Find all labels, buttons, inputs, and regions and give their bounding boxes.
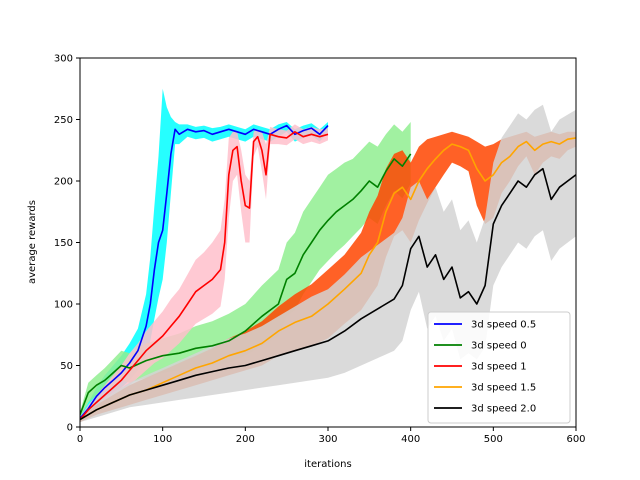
legend-label-3d-speed-0: 3d speed 0 (471, 341, 527, 352)
x-axis-label: iterations (304, 459, 351, 470)
x-tick-label: 300 (318, 434, 337, 445)
legend-label-3d-speed-0-5: 3d speed 0.5 (471, 320, 536, 331)
series-line-3d-speed-0-5 (80, 124, 329, 419)
band-3d-speed-1 (80, 124, 328, 423)
y-axis-label: average rewards (27, 200, 38, 284)
y-tick-label: 100 (54, 300, 73, 311)
band-3d-speed-1-5 (80, 131, 576, 423)
y-tick-label: 250 (54, 115, 73, 126)
legend: 3d speed 0.5 3d speed 0 3d speed 1 3d speed… (427, 311, 571, 424)
band-3d-speed-2-0 (80, 104, 576, 423)
x-tick-label: 0 (77, 434, 83, 445)
x-tick-label: 500 (484, 434, 503, 445)
x-tick-label: 100 (153, 434, 172, 445)
y-axis-ticks: 0 50 100 150 200 250 300 (54, 54, 80, 434)
y-tick-label: 200 (54, 177, 73, 188)
legend-label-3d-speed-2-0: 3d speed 2.0 (471, 404, 536, 415)
x-tick-label: 600 (566, 434, 585, 445)
y-tick-label: 0 (67, 423, 73, 434)
x-axis-ticks: 0 100 200 300 400 500 600 (77, 427, 586, 445)
series-line-3d-speed-2-0 (80, 167, 576, 421)
y-tick-label: 300 (54, 54, 73, 65)
series-line-3d-speed-0 (80, 153, 412, 415)
series-lines (80, 124, 576, 421)
legend-label-3d-speed-1-5: 3d speed 1.5 (471, 383, 536, 394)
x-tick-label: 200 (236, 434, 255, 445)
y-tick-label: 50 (60, 361, 73, 372)
series-line-3d-speed-1 (80, 131, 329, 421)
legend-box (427, 311, 571, 424)
series-line-3d-speed-1-5 (80, 137, 576, 421)
y-tick-label: 150 (54, 238, 73, 249)
x-tick-label: 400 (401, 434, 420, 445)
legend-label-3d-speed-1: 3d speed 1 (471, 362, 527, 373)
